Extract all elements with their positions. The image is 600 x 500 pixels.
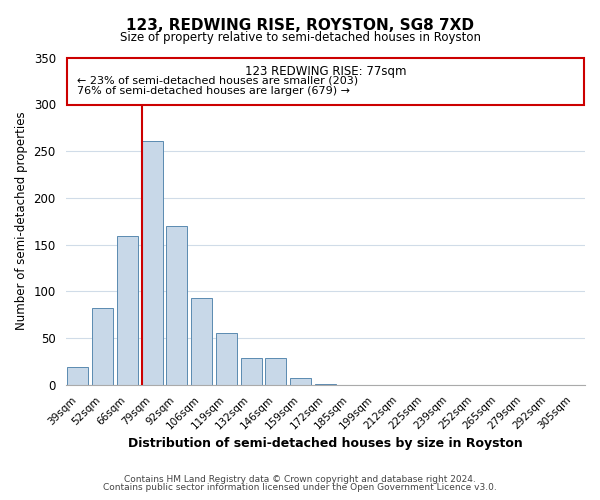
Text: 123, REDWING RISE, ROYSTON, SG8 7XD: 123, REDWING RISE, ROYSTON, SG8 7XD: [126, 18, 474, 32]
Bar: [166, 226, 187, 385]
Text: Contains public sector information licensed under the Open Government Licence v3: Contains public sector information licen…: [103, 484, 497, 492]
Bar: [117, 236, 138, 385]
FancyBboxPatch shape: [67, 58, 584, 105]
Y-axis label: Number of semi-detached properties: Number of semi-detached properties: [15, 112, 28, 330]
Bar: [290, 378, 311, 385]
Text: 76% of semi-detached houses are larger (679) →: 76% of semi-detached houses are larger (…: [77, 86, 350, 96]
Bar: [191, 298, 212, 385]
Bar: [92, 308, 113, 385]
Bar: [216, 334, 237, 385]
Text: Contains HM Land Registry data © Crown copyright and database right 2024.: Contains HM Land Registry data © Crown c…: [124, 475, 476, 484]
Text: 123 REDWING RISE: 77sqm: 123 REDWING RISE: 77sqm: [245, 65, 406, 78]
Bar: [67, 367, 88, 385]
Text: ← 23% of semi-detached houses are smaller (203): ← 23% of semi-detached houses are smalle…: [77, 76, 358, 86]
X-axis label: Distribution of semi-detached houses by size in Royston: Distribution of semi-detached houses by …: [128, 437, 523, 450]
Bar: [142, 140, 163, 385]
Bar: [315, 384, 336, 385]
Bar: [265, 358, 286, 385]
Text: Size of property relative to semi-detached houses in Royston: Size of property relative to semi-detach…: [119, 31, 481, 44]
Bar: [241, 358, 262, 385]
